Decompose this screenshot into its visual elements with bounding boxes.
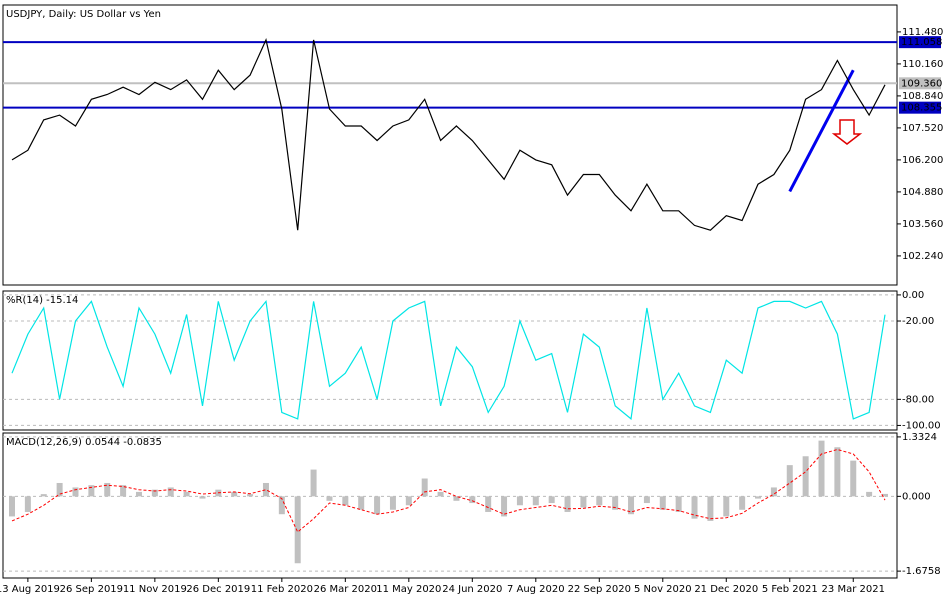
y-tick-label: 110.160 (902, 59, 943, 70)
level-label: 109.360 (901, 78, 942, 89)
level-tag (899, 101, 941, 114)
y-tick-label: 0.00 (902, 290, 924, 301)
signal-line (11, 448, 886, 533)
y-tick-label: 108.840 (902, 91, 943, 102)
y-tick-label: -100.00 (902, 420, 941, 431)
level-label: 111.058 (901, 37, 942, 48)
x-tick-label: 23 Mar 2021 (822, 584, 885, 595)
y-tick-label: -1.6758 (902, 566, 941, 577)
x-tick-label: 11 May 2020 (376, 584, 441, 595)
y-tick-label: -80.00 (902, 394, 934, 405)
price-line (11, 299, 886, 421)
wpr-panel (2, 290, 898, 431)
x-tick-label: 5 Nov 2020 (634, 584, 692, 595)
x-tick-label: 11 Feb 2020 (251, 584, 313, 595)
panel-title: USDJPY, Daily: US Dollar vs Yen (6, 9, 161, 20)
x-tick-label: 22 Sep 2020 (568, 584, 631, 595)
x-tick-label: 26 Dec 2019 (186, 584, 250, 595)
x-tick-label: 7 Aug 2020 (507, 584, 565, 595)
x-tick-label: 21 Dec 2020 (694, 584, 758, 595)
y-tick-label: 102.240 (902, 251, 943, 262)
price-line (11, 38, 886, 231)
macd-panel (2, 432, 898, 579)
y-tick-label: 106.200 (902, 155, 943, 166)
level-tag (899, 77, 941, 90)
y-tick-label: 0.000 (902, 491, 931, 502)
y-tick-label: 103.560 (902, 219, 943, 230)
x-tick-label: 5 Feb 2021 (762, 584, 818, 595)
x-tick-label: 11 Nov 2019 (123, 584, 187, 595)
y-tick-label: 104.880 (902, 187, 943, 198)
y-tick-label: 1.3324 (902, 432, 937, 443)
down-arrow (831, 119, 863, 145)
panel-title: MACD(12,26,9) 0.0544 -0.0835 (6, 437, 162, 448)
trend-line (788, 69, 855, 193)
x-tick-label: 26 Mar 2020 (314, 584, 377, 595)
level-label: 108.355 (901, 103, 942, 114)
y-tick-label: 111.480 (902, 27, 943, 38)
x-tick-label: 24 Jun 2020 (442, 584, 502, 595)
price-panel (2, 4, 898, 286)
y-tick-label: 107.520 (902, 123, 943, 134)
x-tick-label: 13 Aug 2019 (0, 584, 60, 595)
panel-title: %R(14) -15.14 (6, 295, 78, 306)
level-tag (899, 36, 941, 49)
x-tick-label: 26 Sep 2019 (60, 584, 123, 595)
y-tick-label: -20.00 (902, 316, 934, 327)
